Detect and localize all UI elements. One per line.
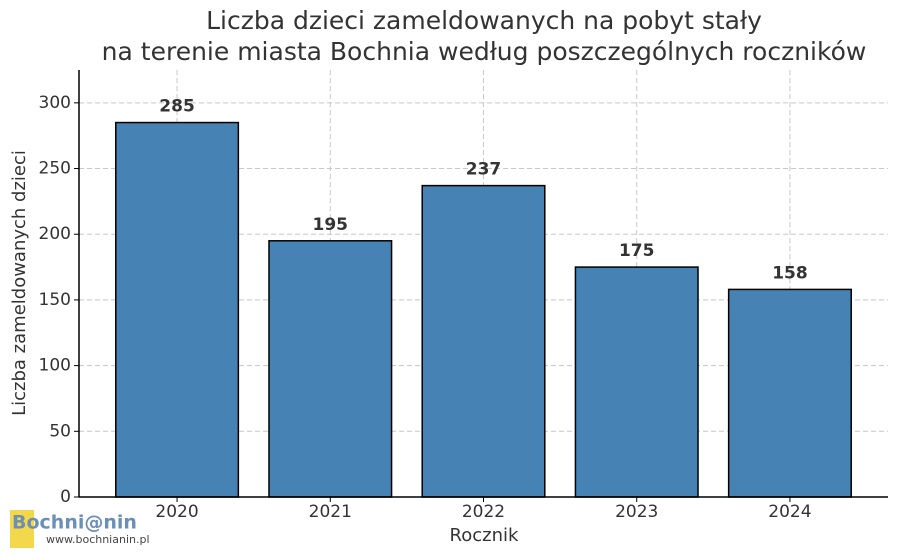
y-tick-label: 0	[60, 487, 71, 507]
data-label: 158	[772, 263, 808, 283]
data-label: 285	[159, 97, 195, 117]
watermark-url: www.bochnianin.pl	[46, 533, 150, 546]
chart-title: Liczba dzieci zameldowanych na pobyt sta…	[206, 6, 762, 35]
bar	[727, 288, 852, 498]
y-tick-label: 200	[39, 224, 71, 244]
y-tick-label: 300	[39, 93, 71, 113]
x-axis-label: Rocznik	[450, 525, 519, 546]
watermark-name: Bochni@nin	[12, 512, 137, 534]
x-tick-label: 2024	[768, 502, 811, 522]
y-tick-label: 50	[49, 421, 71, 441]
y-tick-label: 100	[39, 356, 71, 376]
watermark-logo	[10, 510, 34, 548]
data-label: 195	[313, 215, 349, 235]
x-tick-label: 2023	[615, 502, 658, 522]
bar	[268, 240, 393, 498]
bar	[421, 184, 546, 498]
bar	[115, 121, 240, 498]
y-axis-label: Liczba zameldowanych dzieci	[9, 150, 30, 416]
x-tick-label: 2020	[155, 502, 198, 522]
x-tick-label: 2022	[462, 502, 505, 522]
x-tick-label: 2021	[309, 502, 352, 522]
data-label: 175	[619, 241, 655, 261]
y-tick-label: 250	[39, 159, 71, 179]
bar	[574, 266, 699, 498]
watermark: Bochni@nin www.bochnianin.pl	[10, 510, 150, 548]
data-label: 237	[466, 160, 502, 180]
y-tick-label: 150	[39, 290, 71, 310]
chart-title: na terenie miasta Bochnia według poszcze…	[102, 37, 867, 66]
